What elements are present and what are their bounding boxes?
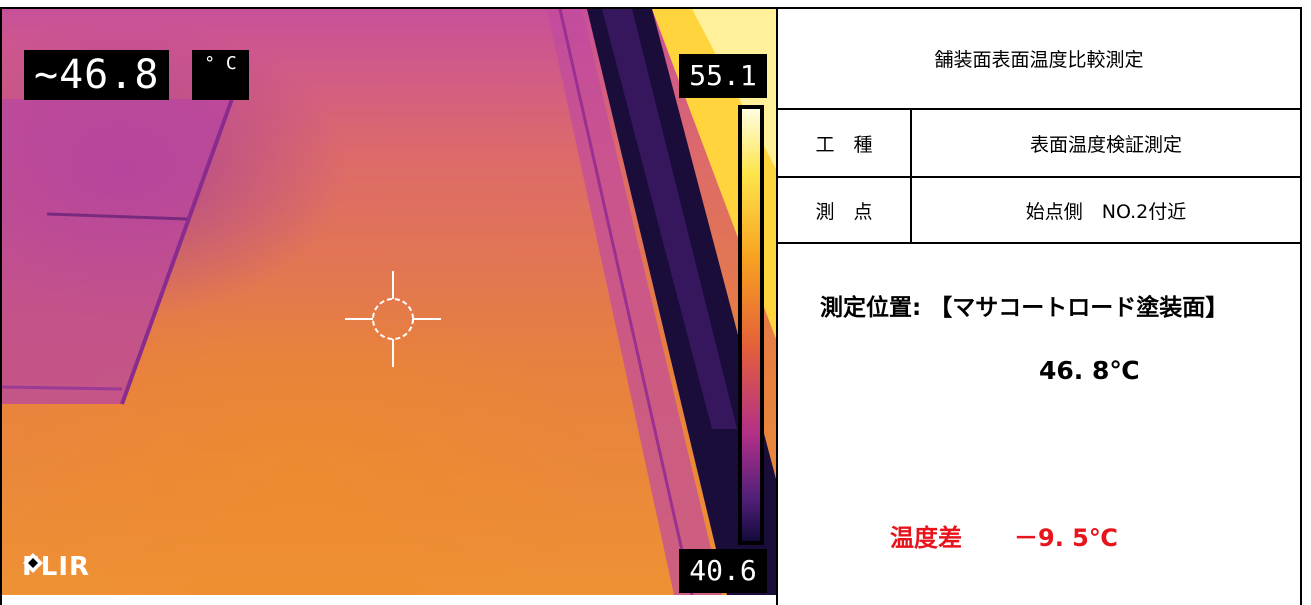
measure-position: 測定位置: 【マサコートロード塗装面】 bbox=[820, 295, 1229, 321]
kind-label: 工 種 bbox=[778, 110, 912, 176]
kind-row: 工 種 表面温度検証測定 bbox=[778, 110, 1300, 178]
point-row: 測 点 始点側 NO.2付近 bbox=[778, 178, 1300, 244]
flir-logo-icon bbox=[23, 553, 43, 573]
gutter-shade bbox=[602, 9, 737, 429]
temperature-diff-label: 温度差 bbox=[890, 524, 962, 552]
slab-bottom-edge bbox=[2, 385, 123, 391]
spot-temperature: ~46.8 bbox=[24, 50, 170, 100]
info-table: 舗装面表面温度比較測定 工 種 表面温度検証測定 測 点 始点側 NO.2付近 … bbox=[778, 9, 1300, 605]
cool-slab bbox=[2, 99, 232, 404]
flir-logo: FLIR bbox=[22, 552, 90, 582]
column-divider bbox=[776, 9, 778, 605]
scale-max-value: 55.1 bbox=[679, 54, 767, 98]
curb-line bbox=[558, 9, 694, 595]
temperature-diff-value: －9. 5℃ bbox=[1014, 524, 1118, 552]
slab-joint bbox=[46, 212, 188, 221]
crosshair-icon bbox=[345, 271, 441, 367]
thermal-image: ~46.8 ° C 55.1 40.6 FLIR bbox=[2, 9, 776, 595]
table-title-row: 舗装面表面温度比較測定 bbox=[778, 9, 1300, 110]
measure-temperature: 46. 8℃ bbox=[1039, 356, 1140, 385]
curb-band bbox=[547, 9, 722, 595]
table-title: 舗装面表面温度比較測定 bbox=[934, 49, 1144, 71]
color-scale-gradient bbox=[742, 109, 760, 541]
color-scale-bar bbox=[738, 105, 764, 545]
page-frame bbox=[0, 7, 1302, 605]
point-label: 測 点 bbox=[778, 178, 912, 242]
scale-min-value: 40.6 bbox=[679, 549, 767, 593]
point-value: 始点側 NO.2付近 bbox=[1025, 200, 1187, 223]
kind-value: 表面温度検証測定 bbox=[1029, 133, 1182, 156]
slab-edge bbox=[120, 98, 234, 405]
temperature-unit: ° C bbox=[192, 50, 249, 100]
